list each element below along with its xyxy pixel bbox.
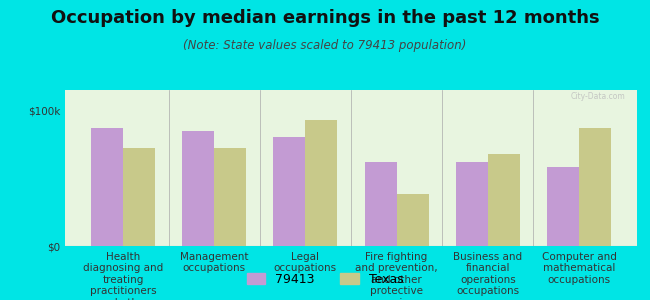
Bar [547,167,579,246]
Bar [123,148,155,246]
Bar [91,128,123,246]
Text: City-Data.com: City-Data.com [571,92,625,100]
Bar [274,137,305,246]
Bar [488,154,520,246]
Bar [456,162,488,246]
Bar [182,131,214,246]
Text: Occupation by median earnings in the past 12 months: Occupation by median earnings in the pas… [51,9,599,27]
Bar [214,148,246,246]
Bar [396,194,428,246]
Bar [365,162,396,246]
Bar [579,128,611,246]
Bar [306,120,337,246]
Legend: 79413, Texas: 79413, Texas [242,268,408,291]
Text: (Note: State values scaled to 79413 population): (Note: State values scaled to 79413 popu… [183,39,467,52]
